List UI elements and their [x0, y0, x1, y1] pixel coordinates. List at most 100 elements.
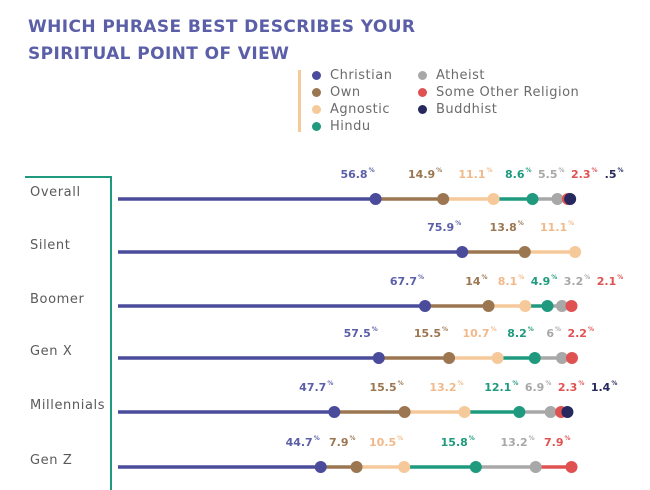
value-label-millennials-christian: 47.7	[299, 381, 326, 394]
dot-gen-z-some-other-religion	[565, 461, 578, 473]
dot-millennials-atheist	[544, 406, 557, 418]
value-label-gen-z-agnostic: 10.5	[369, 436, 396, 449]
category-label-millennials: Millennials	[30, 398, 105, 413]
value-unit-gen-z-hindu: %	[469, 435, 475, 442]
value-label-boomer-christian: 67.7	[390, 275, 417, 288]
dot-boomer-agnostic	[519, 300, 532, 312]
value-label-boomer-atheist: 3.2	[564, 275, 584, 288]
dot-gen-x-christian	[372, 352, 385, 364]
value-unit-millennials-some-other-religion: %	[578, 380, 584, 387]
value-unit-boomer-agnostic: %	[518, 274, 524, 281]
legend-swatch-buddhist	[418, 105, 427, 114]
legend-swatch-atheist	[418, 71, 427, 80]
dot-overall-christian	[369, 193, 382, 205]
dot-silent-agnostic	[569, 246, 582, 258]
legend-accent-bar	[298, 70, 301, 132]
category-label-gen-x: Gen X	[30, 344, 72, 359]
dot-millennials-buddhist	[561, 406, 574, 418]
value-label-gen-x-atheist: 6	[546, 327, 554, 340]
value-unit-gen-z-agnostic: %	[397, 435, 403, 442]
legend-item-buddhist: Buddhist	[418, 102, 497, 117]
value-label-gen-z-some-other-religion: 7.9	[544, 436, 564, 449]
value-unit-gen-x-agnostic: %	[491, 326, 497, 333]
category-label-boomer: Boomer	[30, 292, 84, 307]
dot-overall-atheist	[551, 193, 564, 205]
value-unit-boomer-christian: %	[418, 274, 424, 281]
value-label-gen-x-agnostic: 10.7	[462, 327, 489, 340]
value-unit-gen-x-christian: %	[372, 326, 378, 333]
value-unit-boomer-some-other-religion: %	[617, 274, 623, 281]
value-unit-millennials-own: %	[398, 380, 404, 387]
legend-label-buddhist: Buddhist	[436, 102, 498, 117]
value-label-millennials-agnostic: 13.2	[429, 381, 456, 394]
dot-gen-x-some-other-religion	[565, 352, 578, 364]
legend-swatch-hindu	[312, 122, 321, 131]
value-unit-silent-christian: %	[455, 220, 461, 227]
value-label-gen-z-atheist: 13.2	[501, 436, 528, 449]
value-unit-gen-z-atheist: %	[529, 435, 535, 442]
value-unit-gen-z-own: %	[350, 435, 356, 442]
legend-item-hindu: Hindu	[312, 119, 371, 134]
legend-swatch-own	[312, 88, 321, 97]
value-unit-boomer-own: %	[482, 274, 488, 281]
value-unit-overall-some-other-religion: %	[591, 167, 597, 174]
value-label-overall-buddhist: .5	[605, 168, 617, 181]
dot-gen-x-hindu	[528, 352, 541, 364]
value-unit-boomer-hindu: %	[551, 274, 557, 281]
value-label-millennials-own: 15.5	[369, 381, 396, 394]
value-label-millennials-buddhist: 1.4	[591, 381, 611, 394]
value-label-gen-x-some-other-religion: 2.2	[567, 327, 587, 340]
value-unit-millennials-buddhist: %	[611, 380, 617, 387]
value-label-millennials-hindu: 12.1	[484, 381, 511, 394]
dot-gen-z-hindu	[469, 461, 482, 473]
legend-label-own: Own	[330, 85, 361, 100]
legend-label-some-other-religion: Some Other Religion	[436, 85, 580, 100]
value-unit-millennials-atheist: %	[545, 380, 551, 387]
dot-gen-x-agnostic	[491, 352, 504, 364]
value-label-overall-own: 14.9	[408, 168, 435, 181]
dot-overall-buddhist	[564, 193, 577, 205]
legend-item-christian: Christian	[312, 68, 392, 83]
value-unit-overall-own: %	[436, 167, 442, 174]
legend-item-agnostic: Agnostic	[312, 102, 390, 117]
dot-boomer-atheist	[555, 300, 568, 312]
value-label-gen-z-own: 7.9	[329, 436, 349, 449]
value-unit-gen-x-atheist: %	[555, 326, 561, 333]
value-unit-gen-x-some-other-religion: %	[588, 326, 594, 333]
value-unit-millennials-agnostic: %	[457, 380, 463, 387]
dot-silent-own	[518, 246, 531, 258]
dot-millennials-christian	[328, 406, 341, 418]
legend-swatch-agnostic	[312, 105, 321, 114]
dot-gen-z-own	[350, 461, 363, 473]
legend-label-atheist: Atheist	[436, 68, 485, 83]
value-unit-boomer-atheist: %	[584, 274, 590, 281]
dot-silent-christian	[456, 246, 469, 258]
value-label-gen-x-hindu: 8.2	[507, 327, 527, 340]
legend-swatch-christian	[312, 71, 321, 80]
value-unit-gen-z-christian: %	[314, 435, 320, 442]
value-label-overall-atheist: 5.5	[538, 168, 558, 181]
legend-label-hindu: Hindu	[330, 119, 371, 134]
dot-gen-z-agnostic	[398, 461, 411, 473]
dot-boomer-hindu	[541, 300, 554, 312]
value-unit-overall-atheist: %	[558, 167, 564, 174]
value-label-boomer-agnostic: 8.1	[498, 275, 518, 288]
legend-label-agnostic: Agnostic	[330, 102, 390, 117]
chart-title-line-2: SPIRITUAL POINT OF VIEW	[28, 44, 290, 64]
legend-swatch-some-other-religion	[418, 88, 427, 97]
chart-title: WHICH PHRASE BEST DESCRIBES YOUR SPIRITU…	[28, 14, 428, 68]
dot-millennials-agnostic	[458, 406, 471, 418]
category-label-gen-z: Gen Z	[30, 453, 72, 468]
dot-gen-x-atheist	[555, 352, 568, 364]
value-unit-overall-christian: %	[369, 167, 375, 174]
value-unit-silent-agnostic: %	[568, 220, 574, 227]
dot-overall-hindu	[526, 193, 539, 205]
value-label-gen-x-own: 15.5	[414, 327, 441, 340]
dot-millennials-own	[398, 406, 411, 418]
dot-overall-own	[437, 193, 450, 205]
value-label-overall-christian: 56.8	[340, 168, 367, 181]
value-label-overall-some-other-religion: 2.3	[571, 168, 591, 181]
value-label-boomer-some-other-religion: 2.1	[597, 275, 617, 288]
value-unit-millennials-hindu: %	[512, 380, 518, 387]
